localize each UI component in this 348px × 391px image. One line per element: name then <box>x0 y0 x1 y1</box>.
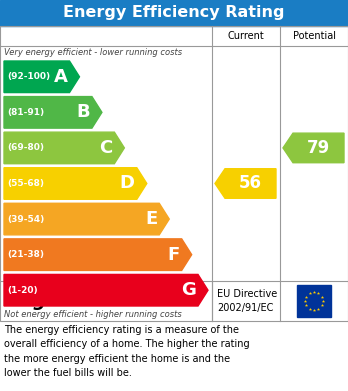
Text: England & Wales: England & Wales <box>8 292 178 310</box>
Text: E: E <box>145 210 157 228</box>
Text: C: C <box>99 139 112 157</box>
Text: 56: 56 <box>239 174 262 192</box>
Bar <box>0 0 348 26</box>
Text: G: G <box>181 281 196 299</box>
Text: D: D <box>120 174 135 192</box>
Text: 79: 79 <box>307 139 330 157</box>
Text: Very energy efficient - lower running costs: Very energy efficient - lower running co… <box>4 48 182 57</box>
Polygon shape <box>4 203 169 235</box>
Text: A: A <box>54 68 68 86</box>
Text: (69-80): (69-80) <box>7 143 44 152</box>
Polygon shape <box>4 61 79 93</box>
Text: (1-20): (1-20) <box>7 286 38 295</box>
Bar <box>297 285 331 317</box>
Text: (55-68): (55-68) <box>7 179 44 188</box>
Polygon shape <box>215 169 276 198</box>
Polygon shape <box>4 274 208 306</box>
Text: EU Directive
2002/91/EC: EU Directive 2002/91/EC <box>217 289 277 312</box>
Polygon shape <box>4 168 147 199</box>
Polygon shape <box>283 133 344 163</box>
Bar <box>0 26 348 321</box>
Polygon shape <box>4 239 192 271</box>
Text: F: F <box>167 246 180 264</box>
Text: The energy efficiency rating is a measure of the
overall efficiency of a home. T: The energy efficiency rating is a measur… <box>4 325 250 378</box>
Text: (21-38): (21-38) <box>7 250 44 259</box>
Text: (92-100): (92-100) <box>7 72 50 81</box>
Text: Not energy efficient - higher running costs: Not energy efficient - higher running co… <box>4 310 182 319</box>
Text: Current: Current <box>228 31 264 41</box>
Text: Energy Efficiency Rating: Energy Efficiency Rating <box>63 5 285 20</box>
Text: (81-91): (81-91) <box>7 108 44 117</box>
Text: Potential: Potential <box>293 31 335 41</box>
Polygon shape <box>4 132 124 164</box>
Text: B: B <box>76 103 90 121</box>
Text: (39-54): (39-54) <box>7 215 44 224</box>
Polygon shape <box>4 97 102 128</box>
